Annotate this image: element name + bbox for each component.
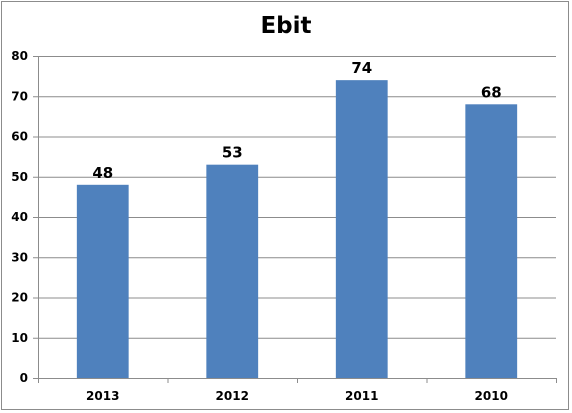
bar-2013 <box>76 184 129 378</box>
data-label-2012: 53 <box>222 144 243 162</box>
bar-2011 <box>335 80 388 379</box>
chart-title: Ebit <box>260 13 311 39</box>
data-label-2010: 68 <box>481 83 502 101</box>
x-tick-label-2010: 2010 <box>475 389 508 403</box>
y-tick-label-80: 80 <box>11 49 28 63</box>
y-tick-label-50: 50 <box>11 170 28 184</box>
axes <box>33 56 557 383</box>
y-tick-label-10: 10 <box>11 331 28 345</box>
y-tick-label-0: 0 <box>20 371 28 385</box>
bars <box>76 80 518 379</box>
bar-2012 <box>206 164 259 378</box>
data-label-2013: 48 <box>92 164 113 182</box>
data-label-2011: 74 <box>351 59 372 77</box>
y-tick-label-40: 40 <box>11 210 28 224</box>
labels: 0 10 20 30 40 50 60 70 80 48 2013 53 2012 74 2011 68 201… <box>11 49 508 403</box>
y-tick-label-70: 70 <box>11 89 28 103</box>
y-tick-label-30: 30 <box>11 250 28 264</box>
x-tick-label-2011: 2011 <box>345 389 378 403</box>
y-tick-label-20: 20 <box>11 291 28 305</box>
x-tick-label-2013: 2013 <box>86 389 119 403</box>
bar-2010 <box>465 104 518 379</box>
x-tick-label-2012: 2012 <box>216 389 249 403</box>
y-tick-label-60: 60 <box>11 130 28 144</box>
